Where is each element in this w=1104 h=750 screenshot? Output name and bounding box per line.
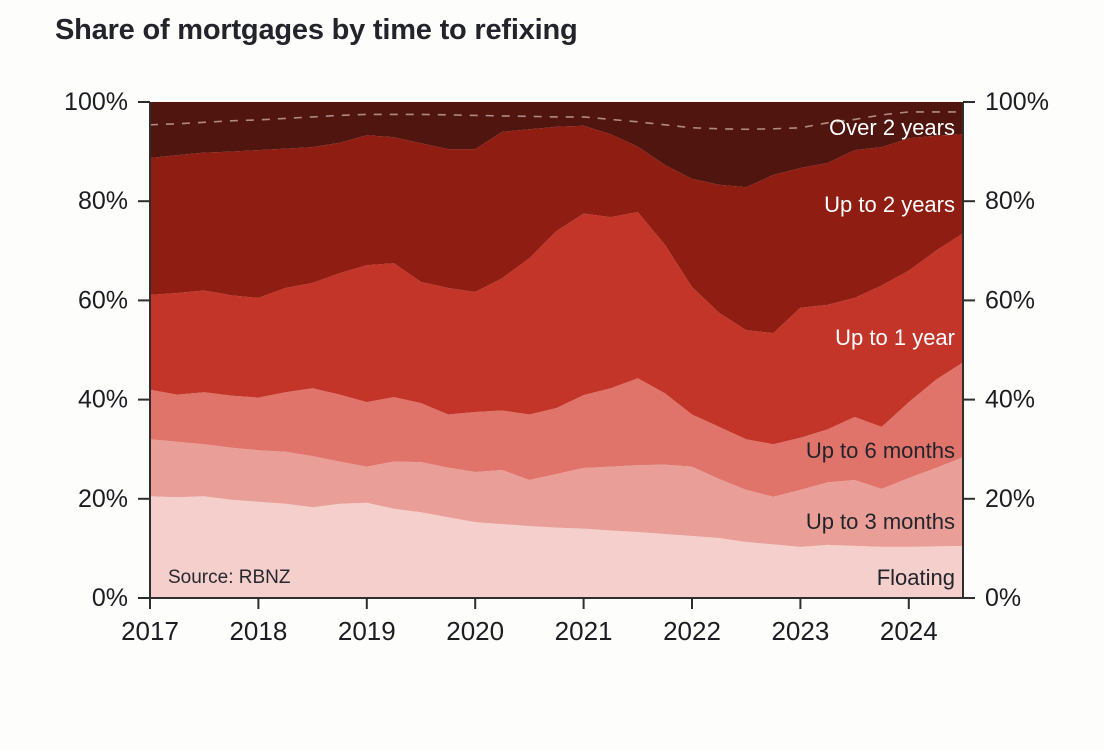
- y-axis-label-right: 20%: [985, 485, 1035, 513]
- series-label-floating: Floating: [877, 565, 955, 590]
- x-axis-label: 2023: [771, 616, 829, 646]
- y-axis-label-left: 20%: [78, 485, 128, 513]
- y-axis-label-left: 100%: [64, 88, 128, 116]
- area-floating: [150, 496, 963, 598]
- area-up-to-6-months: [150, 362, 963, 497]
- x-axis-label: 2022: [663, 616, 721, 646]
- x-axis-label: 2018: [229, 616, 287, 646]
- y-axis-label-right: 60%: [985, 286, 1035, 314]
- y-axis-label-left: 80%: [78, 187, 128, 215]
- y-axis-label-right: 80%: [985, 187, 1035, 215]
- y-axis-label-right: 100%: [985, 88, 1049, 116]
- x-axis-label: 2020: [446, 616, 504, 646]
- series-label-over-2-years: Over 2 years: [829, 115, 955, 140]
- dashed-boundary-line: [149, 111, 963, 131]
- x-axis-label: 2019: [338, 616, 396, 646]
- x-axis-label: 2017: [121, 616, 179, 646]
- series-label-up-to-1-year: Up to 1 year: [835, 325, 955, 350]
- area-over-2-years: [150, 102, 963, 188]
- y-axis-label-right: 40%: [985, 386, 1035, 414]
- x-axis-label: 2021: [555, 616, 613, 646]
- source-note: Source: RBNZ: [168, 567, 291, 588]
- area-up-to-1-year: [150, 212, 963, 445]
- area-up-to-3-months: [150, 439, 963, 547]
- y-axis-label-left: 40%: [78, 386, 128, 414]
- series-label-up-to-2-years: Up to 2 years: [824, 192, 955, 217]
- series-label-up-to-6-months: Up to 6 months: [806, 438, 955, 463]
- series-label-up-to-3-months: Up to 3 months: [806, 509, 955, 534]
- chart-title: Share of mortgages by time to refixing: [55, 14, 578, 46]
- x-axis-label: 2024: [880, 616, 938, 646]
- y-axis-label-right: 0%: [985, 584, 1021, 612]
- area-up-to-2-years: [150, 125, 963, 334]
- y-axis-label-left: 60%: [78, 286, 128, 314]
- y-axis-label-left: 0%: [92, 584, 128, 612]
